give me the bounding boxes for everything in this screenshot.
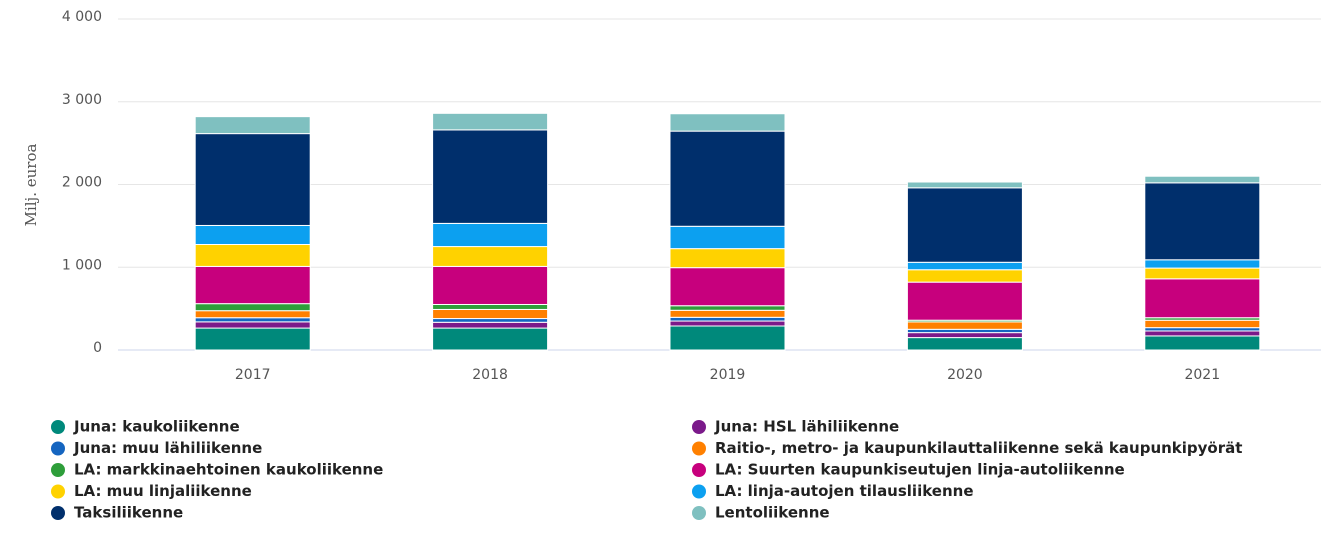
bar-segment [194,327,311,351]
legend-label: LA: markkinaehtoinen kaukoliikenne [74,461,383,479]
bar-segment [194,321,311,329]
x-tick-label: 2020 [947,367,983,383]
bar-segment [194,310,311,319]
bar-segment [194,265,311,305]
bar-segment [432,246,549,267]
bar-segment [432,308,549,320]
bar-segment [906,269,1023,283]
legend-label: LA: linja-autojen tilausliikenne [715,482,974,500]
legend-label: Juna: muu lähiliikenne [73,439,262,457]
bar-segment [432,321,549,329]
bar-segment [432,303,549,310]
bar-segment [906,332,1023,339]
bar-segment [1144,175,1261,184]
x-tick-label: 2021 [1184,367,1220,383]
legend-marker [51,463,65,477]
bar-segment [194,133,311,226]
bar-segment [432,265,549,305]
bar-segment [432,129,549,224]
y-tick-label: 0 [93,340,102,356]
legend-marker [51,506,65,520]
bar-segment [432,318,549,323]
legend-label: Lentoliikenne [715,504,830,522]
bar-segment [669,305,786,311]
y-tick-label: 3 000 [62,92,102,108]
y-tick-label: 4 000 [62,9,102,25]
legend-label: Taksiliikenne [74,504,183,522]
bar-segment [1144,278,1261,319]
bar-segment [1144,259,1261,269]
bar-segment [669,248,786,269]
bar-segment [669,225,786,250]
legend-label: LA: muu linjaliikenne [74,482,252,500]
bar-segment [194,243,311,267]
bar-segment [432,112,549,131]
bar-segment [1144,267,1261,280]
bar-segment [906,321,1023,330]
bar-segment [669,325,786,351]
y-tick-label: 1 000 [62,257,102,273]
legend-marker [692,441,706,456]
bar-segment [906,337,1023,351]
legend-marker [692,463,706,477]
bar-segment [194,303,311,312]
bar-segment [906,281,1023,321]
bar-segment [669,113,786,132]
bar-segment [669,130,786,227]
legend-marker [692,484,706,499]
bar-segment [432,222,549,248]
bar-segment [194,224,311,245]
bar-segment [194,317,311,323]
bar-segment [906,187,1023,263]
legend-marker [51,484,65,499]
x-tick-label: 2019 [710,367,746,383]
legend-marker [51,441,65,456]
legend-label: Juna: HSL lähiliikenne [714,418,899,436]
bar-segment [194,116,311,135]
legend-label: Raitio-, metro- ja kaupunkilauttaliikenn… [715,439,1242,457]
bar-segment [906,181,1023,189]
legend-marker [692,420,706,434]
bar-segment [1144,319,1261,329]
bar-segment [906,261,1023,271]
bar-segment [1144,335,1261,351]
bar-segment [669,267,786,307]
legend-marker [692,506,706,520]
bar-segment [669,320,786,327]
x-tick-label: 2018 [472,367,508,383]
bar-segment [432,327,549,351]
bar-segment [669,316,786,322]
bar-segment [1144,182,1261,261]
bar-segment [669,309,786,318]
y-tick-label: 2 000 [62,175,102,191]
y-axis-label: Milj. euroa [22,144,40,227]
legend-label: LA: Suurten kaupunkiseutujen linja-autol… [715,461,1125,479]
legend-label: Juna: kaukoliikenne [73,418,240,436]
x-tick-label: 2017 [235,367,271,383]
bar-segment [1144,330,1261,337]
legend-marker [51,420,65,434]
